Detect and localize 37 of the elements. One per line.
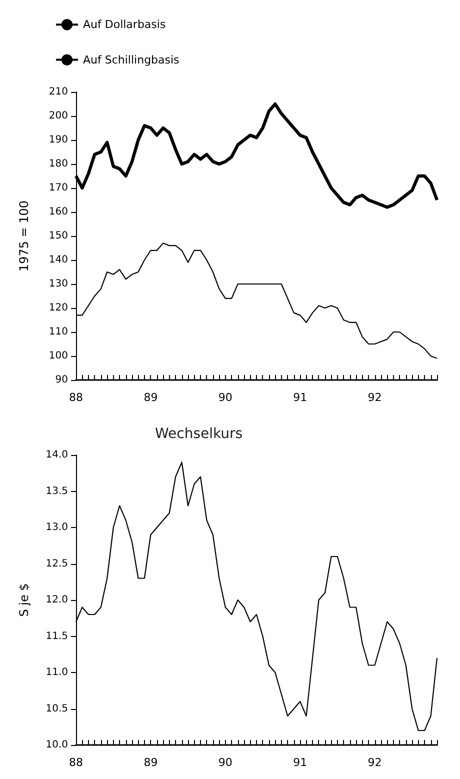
x-tick-label: 89 [144, 756, 158, 769]
y-tick-label: 14.0 [46, 450, 68, 460]
y-tick-label: 100 [48, 350, 68, 362]
y-tick-label: 140 [48, 254, 68, 266]
x-tick-label: 90 [218, 391, 232, 404]
y-tick-label: 12.0 [46, 594, 68, 606]
y-tick-label: 11.5 [46, 630, 68, 642]
y-tick-label: 10.5 [46, 703, 68, 714]
y-tick-label: 210 [48, 86, 68, 98]
y-tick-label: 200 [48, 110, 68, 122]
x-tick-label: 88 [69, 391, 83, 404]
y-tick-label: 12.5 [46, 558, 68, 570]
y-tick-label: 13.0 [46, 522, 68, 533]
y-tick-label: 150 [48, 230, 68, 242]
x-tick-label: 91 [293, 756, 308, 769]
y-tick-label: 90 [55, 374, 68, 386]
y-axis-title: 1975 = 100 [17, 200, 31, 272]
y-tick-label: 11.0 [46, 667, 68, 678]
y-tick-label: 130 [48, 278, 68, 290]
y-tick-label: 110 [48, 326, 68, 338]
legend-label: Auf Dollarbasis [83, 18, 166, 32]
y-tick-label: 190 [48, 134, 68, 146]
chart-title: Wechselkurs [155, 426, 243, 442]
x-tick-label: 92 [368, 756, 382, 769]
x-tick-label: 89 [144, 391, 158, 404]
x-tick-label: 92 [368, 391, 382, 404]
y-tick-label: 180 [48, 158, 68, 170]
x-tick-label: 88 [69, 756, 83, 769]
y-tick-label: 170 [48, 182, 68, 194]
y-axis-title: S je $ [17, 583, 31, 617]
y-tick-label: 10.0 [46, 740, 68, 750]
legend-label: Auf Schillingbasis [83, 53, 180, 66]
x-tick-label: 90 [218, 756, 232, 769]
y-tick-label: 13.5 [46, 486, 68, 497]
y-tick-label: 120 [48, 302, 68, 314]
x-tick-label: 91 [293, 391, 308, 404]
y-tick-label: 160 [48, 206, 68, 218]
